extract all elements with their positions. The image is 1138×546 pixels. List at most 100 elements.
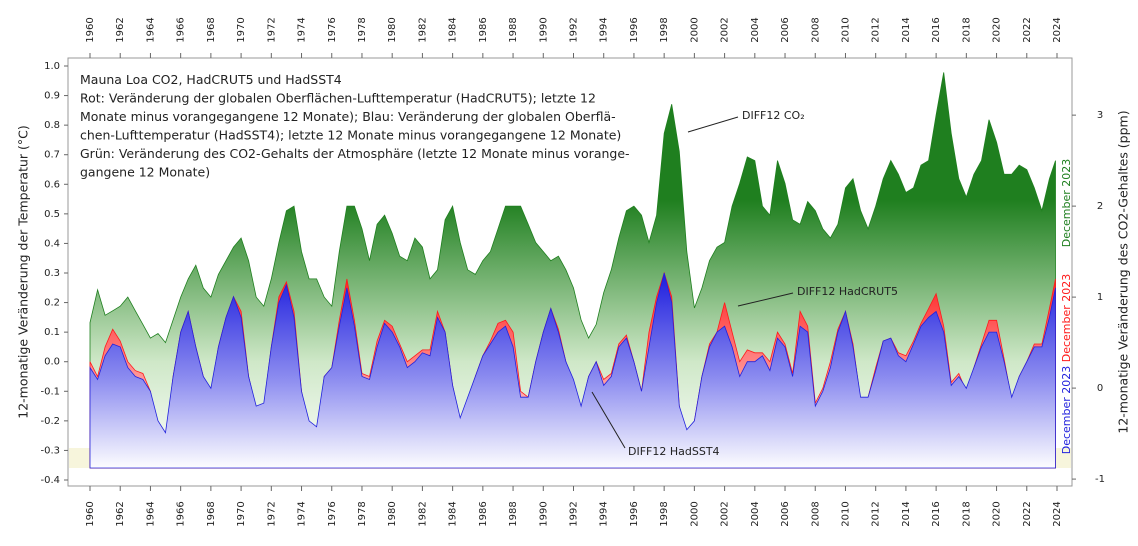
x-tick-label-top: 2020: [992, 17, 1003, 42]
y2-tick-label: 2: [1097, 201, 1103, 212]
x-tick-label-top: 2012: [871, 17, 882, 42]
x-tick-label-top: 2024: [1052, 17, 1063, 42]
x-tick-label-top: 2018: [961, 17, 972, 42]
x-tick-label-top: 1976: [327, 17, 338, 42]
x-tick-label-top: 1960: [85, 17, 96, 42]
y-axis-label: 12-monatige Veränderung der Temperatur (…: [16, 125, 31, 419]
x-tick-label-top: 2022: [1022, 17, 1033, 42]
x-tick-label-bottom: 2008: [810, 501, 821, 526]
x-tick-label-top: 1984: [448, 17, 459, 42]
x-tick-label-bottom: 1982: [417, 501, 428, 526]
x-tick-label-bottom: 2016: [931, 501, 942, 526]
series-label: DIFF12 HadSST4: [628, 445, 720, 458]
x-tick-label-top: 1998: [659, 17, 670, 42]
x-tick-label-bottom: 1992: [569, 501, 580, 526]
x-tick-label-bottom: 1960: [85, 501, 96, 526]
x-tick-label-bottom: 2014: [901, 501, 912, 526]
x-tick-label-top: 1968: [206, 17, 217, 42]
x-tick-label-bottom: 1994: [599, 501, 610, 526]
x-tick-label-bottom: 2012: [871, 501, 882, 526]
note-line: gangene 12 Monate): [80, 165, 210, 180]
y-tick-label: 0.4: [44, 238, 60, 249]
x-tick-label-bottom: 1962: [115, 501, 126, 526]
note-line: Rot: Veränderung der globalen Oberfläche…: [80, 91, 596, 106]
x-tick-label-bottom: 2010: [840, 501, 851, 526]
x-tick-label-bottom: 1964: [145, 501, 156, 526]
series-label: DIFF12 HadCRUT5: [797, 285, 898, 298]
x-tick-label-top: 2010: [840, 17, 851, 42]
y-tick-label: 1.0: [44, 61, 60, 72]
note-line: chen-Lufttemperatur (HadSST4); letzte 12…: [80, 128, 621, 143]
x-tick-label-bottom: 1996: [629, 501, 640, 526]
x-tick-label-bottom: 1972: [266, 501, 277, 526]
x-tick-label-bottom: 1984: [448, 501, 459, 526]
y2-tick-label: 0: [1097, 383, 1103, 394]
x-tick-label-bottom: 1970: [236, 501, 247, 526]
x-tick-label-bottom: 2006: [780, 501, 791, 526]
end-label: December 2023: [1060, 274, 1073, 363]
label-leader: [687, 116, 739, 133]
x-tick-label-bottom: 1966: [176, 501, 187, 526]
x-tick-label-bottom: 1968: [206, 501, 217, 526]
note-line: Mauna Loa CO2, HadCRUT5 und HadSST4: [80, 72, 342, 87]
x-tick-label-bottom: 1976: [327, 501, 338, 526]
plot-area: [89, 72, 1056, 469]
x-tick-label-top: 1980: [387, 17, 398, 42]
x-tick-label-bottom: 1986: [478, 501, 489, 526]
x-tick-label-bottom: 1998: [659, 501, 670, 526]
y-tick-label: 0.2: [44, 298, 60, 309]
x-tick-label-bottom: 1978: [357, 501, 368, 526]
y2-axis-label: 12-monatige Veränderung des CO2-Gehaltes…: [1116, 110, 1131, 433]
y-tick-label: -0.2: [40, 416, 60, 427]
y-tick-label: -0.1: [40, 386, 60, 397]
y-tick-label: 0.8: [44, 120, 60, 131]
x-tick-label-top: 1970: [236, 17, 247, 42]
x-tick-label-top: 1982: [417, 17, 428, 42]
note-line: Grün: Veränderung des CO2-Gehalts der At…: [80, 146, 630, 161]
x-tick-label-bottom: 1980: [387, 501, 398, 526]
x-tick-label-bottom: 2024: [1052, 501, 1063, 526]
x-tick-label-bottom: 2022: [1022, 501, 1033, 526]
x-tick-label-bottom: 1974: [297, 501, 308, 526]
y2-tick-label: 3: [1097, 110, 1103, 121]
x-tick-label-top: 1996: [629, 17, 640, 42]
x-tick-label-top: 1986: [478, 17, 489, 42]
end-label: December 2023: [1060, 366, 1073, 455]
y2-tick-label: -1: [1095, 474, 1105, 485]
series-label: DIFF12 CO₂: [742, 109, 805, 122]
x-tick-label-bottom: 1988: [508, 501, 519, 526]
x-tick-label-top: 1966: [176, 17, 187, 42]
x-tick-label-top: 1964: [145, 17, 156, 42]
x-tick-label-top: 2002: [720, 17, 731, 42]
x-tick-label-bottom: 2002: [720, 501, 731, 526]
note-line: Monate minus vorangegangene 12 Monate); …: [80, 109, 616, 124]
x-tick-label-top: 2004: [750, 17, 761, 42]
end-label: December 2023: [1060, 159, 1073, 248]
x-tick-label-top: 1974: [297, 17, 308, 42]
x-tick-label-bottom: 1990: [538, 501, 549, 526]
x-tick-label-top: 1988: [508, 17, 519, 42]
x-tick-label-top: 2014: [901, 17, 912, 42]
y-tick-label: 0.0: [44, 357, 60, 368]
x-tick-label-top: 1972: [266, 17, 277, 42]
x-tick-label-top: 2016: [931, 17, 942, 42]
x-tick-label-top: 2006: [780, 17, 791, 42]
y-tick-label: 0.6: [44, 179, 60, 190]
x-tick-label-top: 2000: [689, 17, 700, 42]
series-area: [89, 272, 1056, 469]
y-tick-label: -0.3: [40, 445, 60, 456]
y-tick-label: 0.7: [44, 150, 60, 161]
label-leader: [737, 292, 794, 307]
y-tick-label: 0.5: [44, 209, 60, 220]
y-tick-label: 0.1: [44, 327, 60, 338]
x-tick-label-top: 2008: [810, 17, 821, 42]
y-tick-label: -0.4: [40, 475, 60, 486]
y-tick-label: 0.9: [44, 91, 60, 102]
x-tick-label-bottom: 2004: [750, 501, 761, 526]
x-tick-label-top: 1994: [599, 17, 610, 42]
x-tick-label-bottom: 2000: [689, 501, 700, 526]
x-tick-label-top: 1992: [569, 17, 580, 42]
x-tick-label-top: 1962: [115, 17, 126, 42]
x-tick-label-top: 1978: [357, 17, 368, 42]
